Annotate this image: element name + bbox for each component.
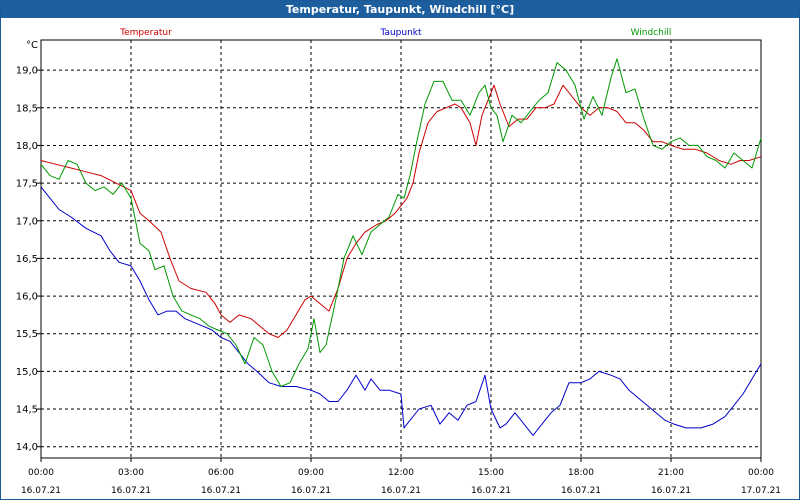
- legend-entry-temperatur: Temperatur: [119, 28, 172, 38]
- legend: Temperatur Taupunkt Windchill: [119, 28, 671, 38]
- y-tick-label: 17,5: [16, 179, 38, 190]
- x-tick-time: 09:00: [298, 468, 324, 478]
- series-line-temperatur: [40, 84, 762, 338]
- x-tick-time: 03:00: [118, 468, 144, 478]
- window-title: Temperatur, Taupunkt, Windchill [°C]: [1, 1, 799, 18]
- x-tick-date: 16.07.21: [291, 486, 331, 496]
- line-chart: 14,0 14,5 15,0 15,5 16,0 16,5 17,0 17,5 18,0 18,5…: [16, 28, 781, 496]
- y-tick-label: 16,0: [16, 292, 38, 303]
- y-tick-label: 15,5: [16, 329, 38, 340]
- grid-lines: [41, 40, 761, 458]
- x-tick-time: 21:00: [658, 468, 684, 478]
- series-line-windchill: [40, 58, 762, 387]
- x-tick-date: 16.07.21: [651, 486, 691, 496]
- x-tick-time: 00:00: [28, 468, 54, 478]
- y-axis-label: °C: [26, 40, 38, 51]
- x-tick-date: 16.07.21: [381, 486, 421, 496]
- x-tick-date: 16.07.21: [21, 486, 61, 496]
- y-axis-ticks: 14,0 14,5 15,0 15,5 16,0 16,5 17,0 17,5 18,0 18,5…: [16, 66, 41, 453]
- y-tick-label: 18,5: [16, 103, 38, 114]
- legend-entry-taupunkt: Taupunkt: [379, 28, 422, 38]
- x-tick-date: 16.07.21: [561, 486, 601, 496]
- legend-entry-windchill: Windchill: [631, 28, 672, 38]
- x-tick-time: 00:00: [748, 468, 774, 478]
- x-tick-time: 18:00: [568, 468, 594, 478]
- y-tick-label: 14,0: [16, 442, 38, 453]
- x-tick-date: 17.07.21: [741, 486, 781, 496]
- x-tick-time: 15:00: [478, 468, 504, 478]
- series-lines: [40, 58, 762, 436]
- y-tick-label: 17,0: [16, 216, 38, 227]
- y-tick-label: 16,5: [16, 254, 38, 265]
- series-line-taupunkt: [40, 186, 762, 436]
- y-tick-label: 18,0: [16, 141, 38, 152]
- x-tick-date: 16.07.21: [471, 486, 511, 496]
- y-tick-label: 14,5: [16, 405, 38, 416]
- x-tick-date: 16.07.21: [201, 486, 241, 496]
- x-axis-ticks: 00:00 16.07.21 03:00 16.07.21 06:00 16.07.21 0…: [21, 458, 781, 496]
- x-tick-time: 12:00: [388, 468, 414, 478]
- y-tick-label: 19,0: [16, 66, 38, 77]
- x-tick-date: 16.07.21: [111, 486, 151, 496]
- x-tick-time: 06:00: [208, 468, 234, 478]
- y-tick-label: 15,0: [16, 367, 38, 378]
